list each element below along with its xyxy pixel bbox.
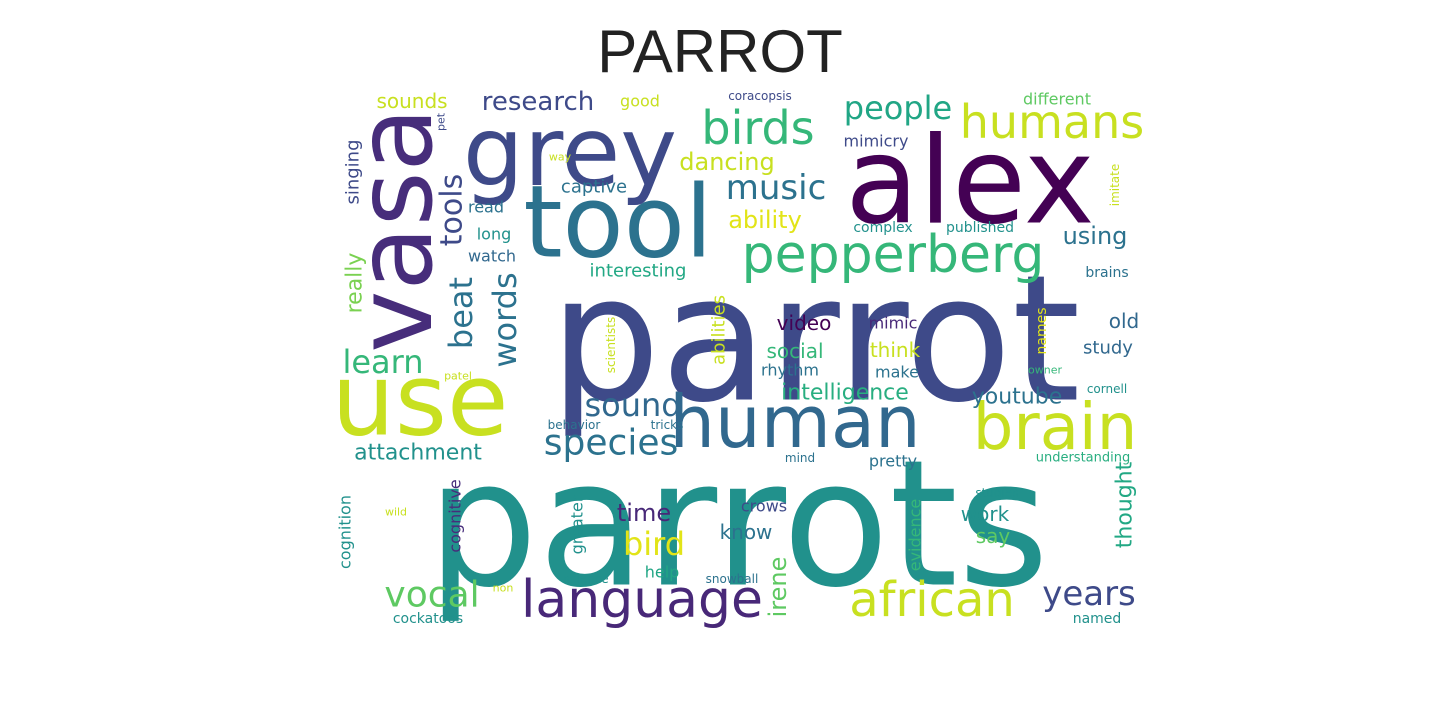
- word-language: language: [521, 570, 763, 630]
- word-irene: irene: [764, 557, 792, 618]
- word-read: read: [468, 198, 504, 217]
- word-words: words: [486, 272, 524, 367]
- word-cockatoos: cockatoos: [393, 611, 463, 627]
- word-rhythm: rhythm: [761, 361, 819, 380]
- word-complex: complex: [853, 220, 912, 236]
- word-good: good: [620, 92, 660, 111]
- word-grey: grey: [463, 96, 677, 208]
- word-social: social: [766, 339, 823, 363]
- chart-title: PARROT: [597, 18, 843, 85]
- word-species: species: [544, 423, 678, 464]
- word-abilities: abilities: [709, 295, 730, 365]
- word-published: published: [946, 220, 1014, 236]
- word-really: really: [343, 253, 368, 314]
- word-human: human: [669, 380, 920, 464]
- word-alex: alex: [845, 113, 1095, 252]
- word-snowball: snowball: [706, 572, 759, 586]
- word-bird: bird: [623, 525, 685, 563]
- word-scientists: scientists: [604, 317, 618, 373]
- word-research: research: [482, 87, 594, 117]
- word-study: study: [1083, 338, 1133, 359]
- word-say: say: [976, 524, 1011, 548]
- word-humans: humans: [960, 95, 1144, 149]
- word-studies: studies: [975, 486, 1018, 500]
- word-cognitive: cognitive: [446, 479, 465, 552]
- word-african: african: [849, 572, 1015, 628]
- word-non: non: [493, 582, 514, 595]
- word-sound: sound: [584, 386, 681, 424]
- word-think: think: [870, 338, 921, 362]
- word-attachment: attachment: [354, 441, 482, 466]
- word-make: make: [875, 363, 919, 382]
- word-cognition: cognition: [336, 495, 355, 569]
- word-tricks: tricks: [651, 418, 684, 432]
- word-science: science: [563, 572, 608, 586]
- word-tools: tools: [435, 174, 470, 246]
- word-crows: crows: [741, 497, 787, 516]
- word-vasa: vasa: [334, 107, 456, 353]
- word-help: help: [645, 563, 680, 582]
- word-wild: wild: [385, 506, 407, 519]
- word-patel: patel: [444, 370, 472, 383]
- word-people: people: [844, 89, 952, 127]
- word-parrots: parrots: [427, 424, 1049, 627]
- word-years: years: [1042, 574, 1136, 614]
- word-named: named: [1073, 611, 1122, 627]
- word-evidence: evidence: [906, 499, 925, 572]
- word-pretty: pretty: [869, 452, 917, 471]
- word-know: know: [720, 520, 773, 544]
- word-thought: thought: [1113, 461, 1138, 548]
- word-singing: singing: [343, 139, 364, 204]
- word-music: music: [726, 168, 827, 208]
- word-old: old: [1109, 309, 1140, 333]
- word-youtube: youtube: [972, 385, 1063, 410]
- word-sounds: sounds: [376, 89, 447, 113]
- word-birds: birds: [701, 101, 814, 155]
- word-time: time: [617, 499, 671, 527]
- word-brain: brain: [973, 391, 1138, 465]
- word-pepperberg: pepperberg: [742, 225, 1045, 285]
- word-coracopsis: coracopsis: [728, 89, 792, 103]
- word-different: different: [1023, 90, 1091, 109]
- word-watch: watch: [468, 247, 516, 266]
- word-vocal: vocal: [384, 575, 479, 616]
- word-names: names: [1034, 308, 1050, 355]
- word-tool: tool: [523, 164, 712, 281]
- word-work: work: [961, 502, 1010, 526]
- word-behavior: behavior: [548, 418, 601, 432]
- word-using: using: [1063, 222, 1128, 250]
- word-understanding: understanding: [1036, 451, 1131, 466]
- word-imitate: imitate: [1108, 164, 1122, 207]
- word-mimic: mimic: [869, 314, 918, 333]
- word-mind: mind: [785, 451, 815, 465]
- word-greater: greater: [568, 495, 587, 554]
- word-owner: owner: [1028, 364, 1062, 377]
- word-brains: brains: [1085, 265, 1128, 281]
- word-captive: captive: [561, 177, 627, 198]
- word-cornell: cornell: [1087, 382, 1127, 396]
- word-way: way: [549, 151, 572, 164]
- word-parrot: parrot: [550, 239, 1081, 442]
- word-beat: beat: [442, 277, 480, 349]
- word-long: long: [477, 225, 512, 244]
- word-video: video: [777, 311, 832, 335]
- word-ability: ability: [728, 206, 802, 234]
- word-pet: pet: [435, 112, 448, 131]
- word-mimicry: mimicry: [844, 132, 909, 151]
- word-dancing: dancing: [679, 148, 774, 176]
- word-learn: learn: [342, 343, 423, 381]
- word-intelligence: intelligence: [781, 381, 909, 406]
- word-interesting: interesting: [590, 261, 687, 282]
- word-use: use: [331, 342, 508, 459]
